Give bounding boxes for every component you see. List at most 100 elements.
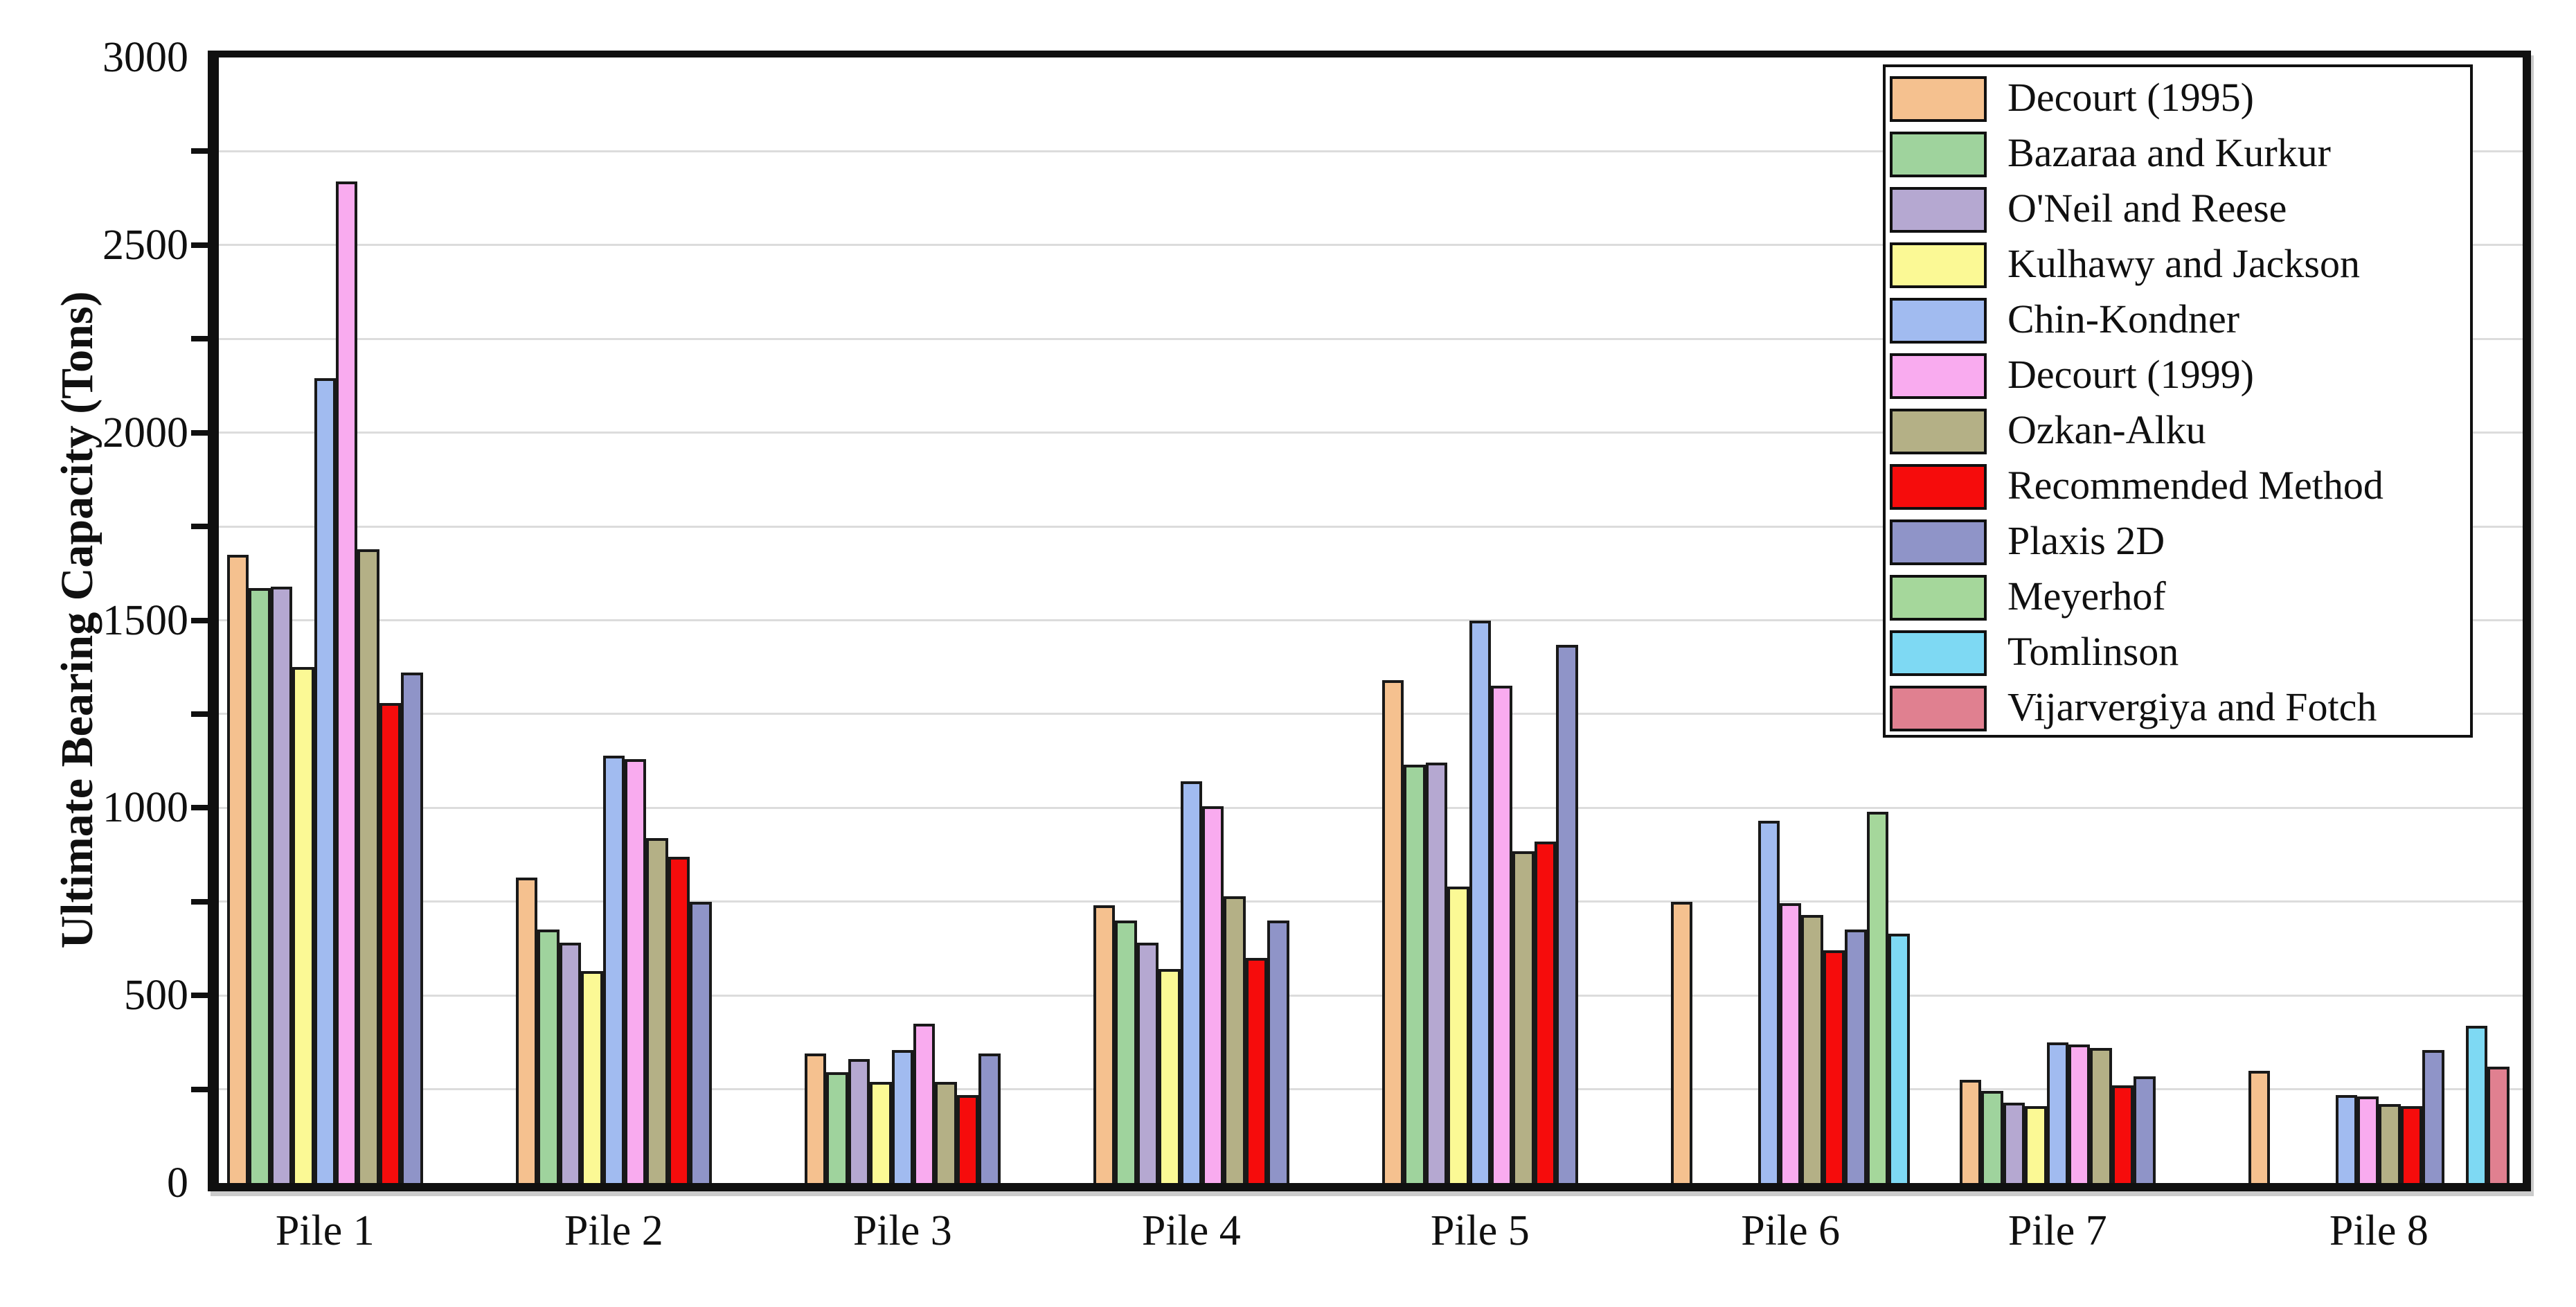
x-label-pile-1: Pile 1: [275, 1207, 375, 1254]
bar-ozkan-alku-pile-6: [1801, 914, 1823, 1183]
bar-decourt-1995--pile-5: [1382, 680, 1404, 1183]
x-label-pile-8: Pile 8: [2329, 1207, 2429, 1254]
y-tick-1250: [191, 711, 208, 717]
bar-slot: [1447, 57, 1469, 1183]
bar-slot: [2335, 57, 2357, 1183]
bar-decourt-1995--pile-6: [1671, 901, 1693, 1183]
bar-chin-kondner-pile-7: [2046, 1042, 2068, 1183]
bar-slot: [624, 57, 647, 1183]
bar-slot: [1888, 57, 1911, 1183]
y-tick-1500: [191, 617, 208, 623]
bar-slot: [690, 57, 712, 1183]
bar-slot: [913, 57, 936, 1183]
bar-slot: [314, 57, 336, 1183]
bar-decourt-1995--pile-2: [516, 877, 538, 1183]
bar-o-neil-and-reese-pile-2: [559, 943, 582, 1183]
bar-slot: [1382, 57, 1404, 1183]
bar-bazaraa-and-kurkur-pile-1: [249, 588, 271, 1183]
bar-slot: [1692, 57, 1714, 1183]
legend-row-meyerhof: Meyerhof: [1890, 570, 2470, 625]
legend-swatch-icon: [1890, 298, 1987, 344]
bar-slot: [1159, 57, 1181, 1183]
bar-slot: [2248, 57, 2271, 1183]
bar-chin-kondner-pile-8: [2335, 1094, 2357, 1183]
bar-decourt-1999--pile-7: [2068, 1044, 2091, 1183]
legend-swatch-icon: [1890, 76, 1987, 122]
legend-label: Tomlinson: [2007, 629, 2179, 674]
x-label-pile-4: Pile 4: [1141, 1207, 1241, 1254]
legend-label: Bazaraa and Kurkur: [2007, 130, 2331, 175]
legend-row-ozkan-alku: Ozkan-Alku: [1890, 404, 2470, 459]
bar-decourt-1999--pile-6: [1779, 903, 1802, 1183]
bar-kulhawy-and-jackson-pile-7: [2025, 1105, 2047, 1183]
bar-slot: [270, 57, 293, 1183]
bar-slot: [2025, 57, 2047, 1183]
bar-chin-kondner-pile-1: [314, 378, 336, 1183]
bar-slot: [1404, 57, 1426, 1183]
bar-slot: [1556, 57, 1578, 1183]
y-tick-1750: [191, 524, 208, 530]
legend-swatch-icon: [1890, 132, 1987, 177]
gridline-2500: [219, 244, 2523, 247]
legend-row-recommended-method: Recommended Method: [1890, 459, 2470, 515]
legend-label: Vijarvergiya and Fotch: [2007, 684, 2377, 729]
bar-slot: [1180, 57, 1202, 1183]
bar-slot: [668, 57, 690, 1183]
bar-decourt-1999--pile-8: [2356, 1096, 2379, 1183]
bar-plaxis-2d-pile-4: [1267, 920, 1289, 1183]
gridline-1500: [219, 619, 2523, 621]
bar-slot: [2400, 57, 2423, 1183]
bar-slot: [357, 57, 379, 1183]
bar-ozkan-alku-pile-5: [1512, 851, 1535, 1183]
bar-decourt-1999--pile-5: [1490, 686, 1513, 1183]
bar-decourt-1995--pile-7: [1960, 1080, 1982, 1183]
y-tick-label-500: 500: [124, 972, 188, 1020]
bar-slot: [581, 57, 603, 1183]
legend-label: Recommended Method: [2007, 463, 2383, 508]
bar-slot: [2111, 57, 2134, 1183]
bar-chin-kondner-pile-3: [891, 1049, 913, 1183]
bar-ozkan-alku-pile-1: [357, 549, 379, 1183]
gridline-750: [219, 900, 2523, 903]
bar-slot: [935, 57, 957, 1183]
bar-chin-kondner-pile-5: [1469, 620, 1491, 1183]
legend-row-decourt-1995-: Decourt (1995): [1890, 71, 2470, 127]
gridline-1750: [219, 525, 2523, 528]
legend-label: O'Neil and Reese: [2007, 186, 2287, 231]
bar-plaxis-2d-pile-3: [978, 1053, 1001, 1183]
y-tick-500: [191, 993, 208, 999]
bar-slot: [1866, 57, 1888, 1183]
y-tick-2000: [191, 429, 208, 436]
bar-slot: [1469, 57, 1491, 1183]
bar-plaxis-2d-pile-5: [1556, 644, 1578, 1183]
legend-row-kulhawy-and-jackson: Kulhawy and Jackson: [1890, 238, 2470, 293]
bar-slot: [1801, 57, 1823, 1183]
bar-slot: [1715, 57, 1736, 1183]
legend-label: Chin-Kondner: [2007, 296, 2240, 341]
bar-slot: [956, 57, 979, 1183]
bar-slot: [2134, 57, 2156, 1183]
legend-label: Ozkan-Alku: [2007, 407, 2206, 452]
legend-row-vijarvergiya-and-fotch: Vijarvergiya and Fotch: [1890, 681, 2470, 736]
bar-slot: [1115, 57, 1137, 1183]
legend-label: Plaxis 2D: [2007, 518, 2165, 563]
bar-bazaraa-and-kurkur-pile-3: [826, 1072, 848, 1183]
legend-swatch-icon: [1890, 464, 1987, 510]
bar-slot: [826, 57, 848, 1183]
legend-swatch-icon: [1890, 242, 1987, 288]
bar-kulhawy-and-jackson-pile-2: [581, 970, 603, 1183]
bar-slot: [2465, 57, 2488, 1183]
bar-slot: [602, 57, 625, 1183]
bar-slot: [2003, 57, 2025, 1183]
bar-chin-kondner-pile-6: [1757, 821, 1780, 1183]
bar-group-pile-3: [805, 57, 1001, 1183]
bar-recommended-method-pile-4: [1245, 958, 1268, 1183]
bar-slot: [2487, 57, 2510, 1183]
x-label-pile-3: Pile 3: [852, 1207, 952, 1254]
y-tick-1000: [191, 805, 208, 811]
x-label-pile-5: Pile 5: [1430, 1207, 1530, 1254]
bar-plaxis-2d-pile-7: [2134, 1076, 2156, 1183]
bar-slot: [1490, 57, 1513, 1183]
bar-slot: [1757, 57, 1780, 1183]
